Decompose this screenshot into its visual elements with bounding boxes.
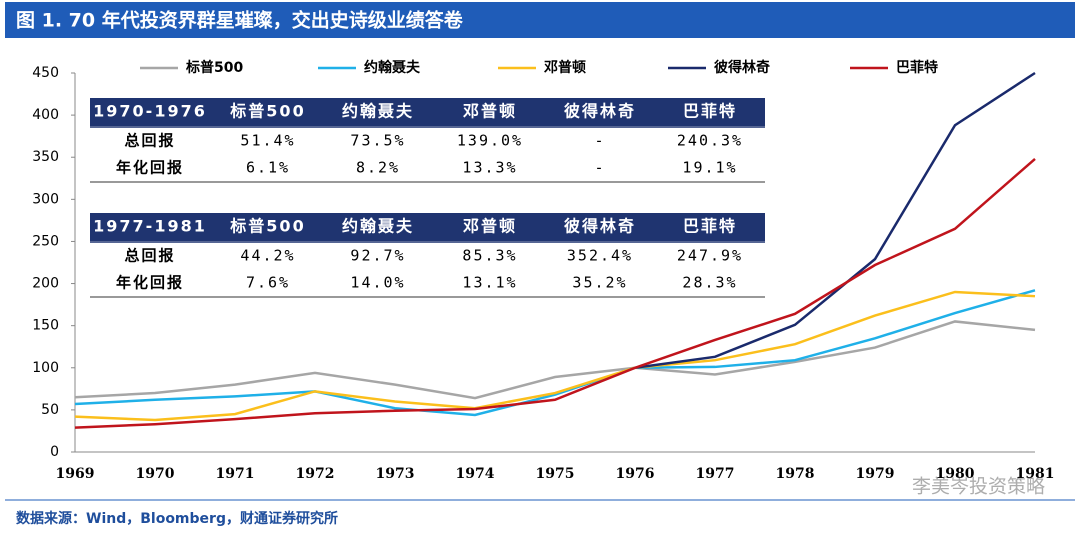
table-cell: 年化回报 [116, 274, 184, 292]
table-header-cell: 邓普顿 [463, 217, 517, 236]
table-header-cell: 彼得林奇 [564, 217, 636, 236]
watermark: 李美岑投资策略 [912, 476, 1045, 498]
y-tick-label: 300 [32, 191, 59, 207]
series-line [74, 157, 1036, 429]
legend-label: 邓普顿 [543, 59, 586, 76]
table-cell: 73.5% [350, 132, 405, 150]
table-cell: 14.0% [350, 274, 405, 292]
table-cell: 35.2% [572, 274, 627, 292]
table-cell: 85.3% [462, 247, 517, 265]
table-header-cell: 邓普顿 [463, 102, 517, 121]
table-header-cell: 标普500 [229, 217, 305, 236]
series-line [634, 71, 1036, 370]
y-tick-label: 100 [32, 360, 59, 376]
x-tick-label: 1974 [456, 466, 495, 482]
table-header-cell: 约翰聂夫 [342, 102, 414, 121]
legend-label: 彼得林奇 [714, 59, 770, 76]
title-bar [5, 2, 1075, 38]
y-tick-label: 0 [50, 444, 59, 460]
table-cell: 139.0% [457, 132, 523, 150]
series-line [74, 289, 1036, 417]
table-header-bg [90, 213, 765, 241]
table-cell: 352.4% [567, 247, 633, 265]
y-tick-label: 50 [41, 402, 59, 418]
x-tick-label: 1976 [616, 466, 655, 482]
table-header-cell: 彼得林奇 [564, 102, 636, 121]
x-tick-label: 1972 [296, 466, 335, 482]
table-cell: 247.9% [677, 247, 743, 265]
x-tick-label: 1970 [136, 466, 175, 482]
table-header-cell: 巴菲特 [683, 217, 737, 236]
table-cell: 13.1% [462, 274, 517, 292]
x-tick-label: 1971 [216, 466, 255, 482]
table-cell: 44.2% [240, 247, 295, 265]
table-cell: 总回报 [124, 247, 175, 265]
y-tick-label: 150 [32, 318, 59, 334]
y-tick-label: 450 [32, 65, 59, 81]
series-line [74, 290, 1036, 422]
source: 数据来源：Wind，Bloomberg，财通证券研究所 [16, 510, 338, 527]
legend-label: 巴菲特 [896, 59, 938, 76]
legend-label: 标普500 [185, 59, 243, 76]
table-cell: 总回报 [124, 132, 175, 150]
table-header-bg [90, 98, 765, 126]
x-tick-label: 1973 [376, 466, 415, 482]
table-cell: 28.3% [682, 274, 737, 292]
x-tick-label: 1979 [856, 466, 895, 482]
y-tick-label: 250 [32, 233, 59, 249]
table-cell: 6.1% [246, 159, 290, 177]
x-tick-label: 1981 [1016, 466, 1055, 482]
series-line [74, 320, 1036, 400]
table-header-cell: 巴菲特 [683, 102, 737, 121]
legend-label: 约翰聂夫 [364, 59, 421, 76]
plot: 0 50 100 150 200 250 300 350 400 450 1969 1970 1971 1… [32, 59, 1054, 482]
table-cell: 240.3% [677, 132, 743, 150]
table-header-cell: 1977-1981 [93, 217, 207, 236]
table-cell: 13.3% [462, 159, 517, 177]
y-tick-label: 350 [32, 149, 59, 165]
x-tick-label: 1975 [536, 466, 575, 482]
table-cell: 年化回报 [116, 159, 184, 177]
y-tick-label: 200 [32, 276, 59, 292]
y-tick-label: 400 [32, 107, 59, 123]
table-cell: - [594, 132, 605, 150]
title: 图 1. 70 年代投资界群星璀璨，交出史诗级业绩答卷 [16, 9, 464, 32]
table-cell: 8.2% [356, 159, 400, 177]
table-cell: - [594, 159, 605, 177]
table-cell: 7.6% [246, 274, 290, 292]
table-header-cell: 约翰聂夫 [342, 217, 414, 236]
x-tick-label: 1980 [936, 466, 975, 482]
table-cell: 19.1% [682, 159, 737, 177]
x-tick-label: 1977 [696, 466, 735, 482]
x-tick-label: 1978 [776, 466, 815, 482]
table-header-cell: 1970-1976 [93, 102, 207, 121]
table-cell: 92.7% [350, 247, 405, 265]
table-cell: 51.4% [240, 132, 295, 150]
table-header-cell: 标普500 [229, 102, 305, 121]
x-tick-label: 1969 [56, 466, 95, 482]
